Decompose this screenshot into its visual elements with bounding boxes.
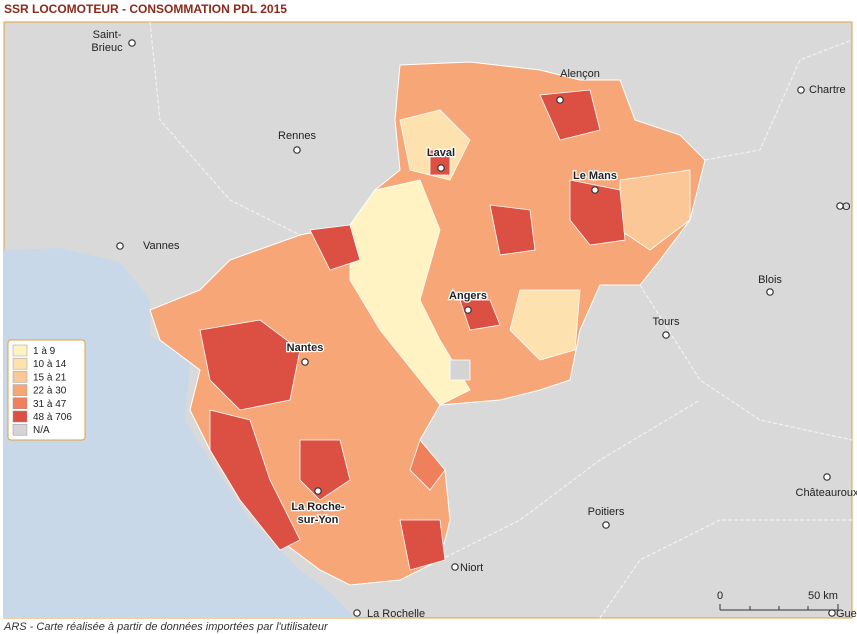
city-marker (591, 186, 599, 194)
city-marker (353, 609, 361, 617)
city-marker (556, 96, 564, 104)
city-label: Saint- (93, 29, 122, 41)
city-label: Rennes (278, 130, 316, 142)
footer-credit: ARS - Carte réalisée à partir de données… (4, 621, 328, 633)
city-label: Tours (653, 316, 680, 328)
city-marker (116, 242, 124, 250)
city-label: La Rochelle (367, 608, 425, 620)
legend-swatch (12, 371, 28, 383)
city-marker (836, 202, 844, 210)
city-marker (766, 288, 774, 296)
city-label: Alençon (560, 68, 600, 80)
city-marker (662, 331, 670, 339)
city-label: Angers (449, 290, 487, 302)
cities: Saint-Brieuc Rennes Vannes Laval Alençon Le M… (91, 29, 857, 620)
legend-swatch (12, 397, 28, 410)
legend-label: 10 à 14 (33, 359, 67, 370)
city-label: La Roche- (291, 501, 345, 513)
city-label: Gue (836, 608, 857, 620)
city-label: Le Mans (573, 170, 617, 182)
sea (4, 248, 355, 618)
city-label: Laval (427, 147, 455, 159)
legend-label: 48 à 706 (33, 412, 72, 423)
legend: 1 à 9 10 à 14 15 à 21 22 à 30 31 à 47 48 à 70… (12, 344, 72, 436)
legend-label: 31 à 47 (33, 399, 67, 410)
city-marker (828, 609, 836, 617)
city-label: Brieuc (91, 42, 123, 54)
city-label: sur-Yon (298, 514, 339, 526)
city-marker (293, 146, 301, 154)
city-label: Nantes (287, 342, 324, 354)
city-marker (823, 473, 831, 481)
borders (149, 21, 853, 619)
city-marker (437, 164, 445, 172)
city-marker (464, 306, 472, 314)
city-label: Châteauroux (796, 487, 857, 499)
map-title: SSR LOCOMOTEUR - CONSOMMATION PDL 2015 (4, 2, 287, 16)
city-marker (797, 86, 805, 94)
city-label: Vannes (143, 240, 180, 252)
legend-swatch (12, 384, 28, 396)
scale-bar (719, 604, 839, 611)
city-marker (451, 563, 459, 571)
city-label: Blois (758, 274, 782, 286)
legend-label: 15 à 21 (33, 372, 67, 383)
city-marker (602, 521, 610, 529)
legend-label: 1 à 9 (33, 346, 56, 357)
city-label: Chartre (809, 84, 846, 96)
map: 1 à 9 10 à 14 15 à 21 22 à 30 31 à 47 48 à 70… (3, 21, 857, 620)
city-label: Poitiers (588, 506, 625, 518)
city-marker (301, 358, 309, 366)
communes (199, 89, 691, 571)
city-label: O (842, 201, 851, 213)
legend-label: N/A (33, 425, 50, 436)
legend-label: 22 à 30 (33, 386, 67, 397)
legend-swatch (12, 357, 28, 370)
city-marker (314, 487, 322, 495)
legend-swatch (12, 423, 28, 436)
scale-end: 50 km (808, 590, 838, 602)
city-label: Niort (460, 562, 483, 574)
scale-start: 0 (717, 590, 723, 602)
legend-swatch (12, 344, 28, 357)
legend-swatch (12, 410, 28, 423)
city-marker (128, 39, 136, 47)
